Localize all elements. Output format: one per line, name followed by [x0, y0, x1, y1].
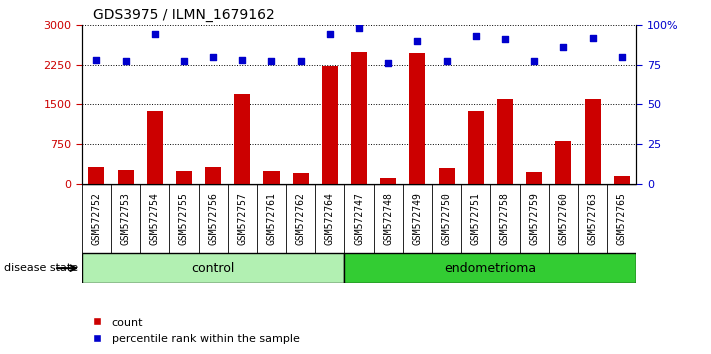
- Text: endometrioma: endometrioma: [444, 262, 537, 275]
- Bar: [176, 171, 192, 184]
- Text: GSM572754: GSM572754: [150, 192, 160, 245]
- Text: GSM572747: GSM572747: [354, 192, 364, 245]
- Text: GSM572764: GSM572764: [325, 192, 335, 245]
- Point: [353, 25, 365, 31]
- Point: [208, 54, 219, 59]
- Text: control: control: [191, 262, 235, 275]
- Point: [266, 58, 277, 64]
- Bar: [235, 94, 250, 184]
- Point: [324, 32, 336, 37]
- Point: [528, 58, 540, 64]
- Text: GSM572762: GSM572762: [296, 192, 306, 245]
- Bar: [526, 172, 542, 184]
- Text: GSM572750: GSM572750: [442, 192, 451, 245]
- Bar: [380, 178, 396, 184]
- Text: GSM572752: GSM572752: [91, 192, 102, 245]
- Bar: [584, 99, 601, 184]
- Point: [587, 35, 598, 40]
- Point: [295, 58, 306, 64]
- Point: [499, 36, 510, 42]
- Point: [470, 33, 481, 39]
- Bar: [410, 53, 425, 184]
- Text: GSM572761: GSM572761: [267, 192, 277, 245]
- Bar: [82, 253, 344, 283]
- Bar: [88, 167, 105, 184]
- Text: disease state: disease state: [4, 263, 77, 273]
- Text: GSM572753: GSM572753: [121, 192, 131, 245]
- Bar: [205, 167, 221, 184]
- Bar: [351, 52, 367, 184]
- Bar: [439, 168, 454, 184]
- Point: [441, 58, 452, 64]
- Bar: [293, 173, 309, 184]
- Point: [91, 57, 102, 63]
- Bar: [497, 99, 513, 184]
- Bar: [555, 141, 572, 184]
- Bar: [322, 66, 338, 184]
- Text: GSM572760: GSM572760: [558, 192, 568, 245]
- Bar: [146, 111, 163, 184]
- Text: GSM572765: GSM572765: [616, 192, 627, 245]
- Text: GSM572756: GSM572756: [208, 192, 218, 245]
- Text: GSM572757: GSM572757: [237, 192, 247, 245]
- Point: [149, 32, 161, 37]
- Text: GSM572755: GSM572755: [179, 192, 189, 245]
- Text: GSM572758: GSM572758: [500, 192, 510, 245]
- Point: [383, 60, 394, 66]
- Text: GSM572759: GSM572759: [529, 192, 539, 245]
- Point: [237, 57, 248, 63]
- Bar: [117, 170, 134, 184]
- Bar: [264, 171, 279, 184]
- Point: [178, 58, 190, 64]
- Legend: count, percentile rank within the sample: count, percentile rank within the sample: [87, 313, 304, 348]
- Text: GDS3975 / ILMN_1679162: GDS3975 / ILMN_1679162: [93, 8, 274, 22]
- Point: [557, 44, 569, 50]
- Text: GSM572751: GSM572751: [471, 192, 481, 245]
- Text: GSM572763: GSM572763: [587, 192, 597, 245]
- Point: [412, 38, 423, 44]
- Text: GSM572748: GSM572748: [383, 192, 393, 245]
- Point: [616, 54, 627, 59]
- Bar: [344, 253, 636, 283]
- Bar: [614, 176, 630, 184]
- Text: GSM572749: GSM572749: [412, 192, 422, 245]
- Point: [120, 58, 132, 64]
- Bar: [468, 111, 483, 184]
